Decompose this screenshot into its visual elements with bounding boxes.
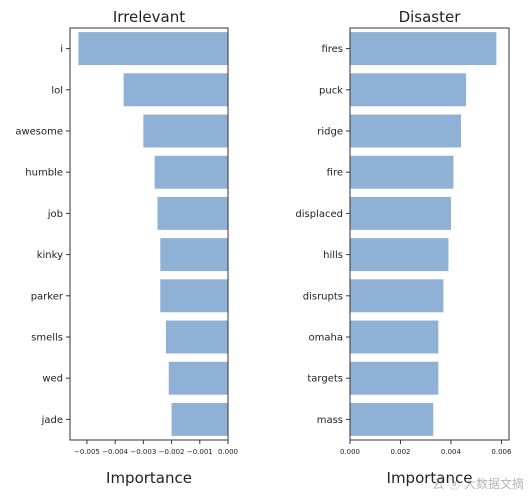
ytick-label: disrupts	[303, 291, 343, 302]
chart-title: Irrelevant	[113, 8, 185, 26]
bar-kinky	[160, 238, 228, 272]
bar-displaced	[350, 196, 451, 230]
bar-mass	[350, 402, 434, 436]
bar-i	[78, 32, 228, 66]
ytick-label: job	[47, 209, 63, 220]
bar-parker	[160, 279, 228, 313]
bar-ridge	[350, 114, 462, 148]
bar-jade	[171, 402, 228, 436]
bar-omaha	[350, 320, 439, 354]
ytick-label: awesome	[15, 127, 63, 138]
ytick-label: hills	[323, 250, 343, 261]
bar-awesome	[143, 114, 228, 148]
bar-fire	[350, 155, 454, 189]
chart-title: Disaster	[399, 8, 462, 26]
xtick-label: 0.000	[340, 448, 360, 456]
chart-panel-disaster: Disaster fires puck ridge fire displaced hills…	[295, 8, 512, 487]
ytick-label: parker	[31, 291, 64, 302]
bar-smells	[165, 320, 228, 354]
bar-puck	[350, 73, 467, 107]
ytick-label: omaha	[309, 333, 343, 344]
ytick-label: displaced	[295, 209, 343, 220]
bar-disrupts	[350, 279, 444, 313]
axes-frame	[349, 27, 510, 441]
xtick-label: 0.004	[441, 448, 462, 456]
ytick-label: fire	[327, 168, 343, 179]
ytick-label: targets	[307, 374, 343, 385]
ytick-label: puck	[319, 85, 343, 96]
ytick-label: lol	[51, 85, 63, 96]
ytick-label: mass	[317, 415, 343, 426]
ytick-label: smells	[31, 333, 63, 344]
ytick-label: i	[60, 44, 63, 55]
xtick-label: −0.003	[130, 448, 156, 456]
xtick-label: 0.000	[218, 448, 238, 456]
x-axis-label: Importance	[106, 469, 192, 487]
bar-wed	[168, 361, 228, 395]
xtick-label: −0.002	[159, 448, 185, 456]
xtick-label: −0.001	[187, 448, 213, 456]
ytick-label: fires	[321, 44, 343, 55]
xtick-label: 0.006	[491, 448, 512, 456]
xtick-label: −0.004	[102, 448, 128, 456]
ytick-label: humble	[25, 168, 63, 179]
chart-panel-irrelevant: Irrelevant i lol awesome humble job kinky parke…	[15, 8, 238, 487]
bar-humble	[154, 155, 228, 189]
bar-targets	[350, 361, 439, 395]
ytick-label: kinky	[37, 250, 63, 261]
ytick-label: wed	[42, 374, 63, 385]
ytick-label: jade	[41, 415, 63, 426]
xtick-label: 0.002	[390, 448, 410, 456]
bar-fires	[350, 32, 497, 66]
bar-job	[157, 196, 228, 230]
xtick-label: −0.005	[74, 448, 100, 456]
ytick-label: ridge	[317, 127, 343, 138]
axes-frame	[69, 27, 229, 441]
bar-hills	[350, 238, 449, 272]
x-axis-label: Importance	[387, 469, 473, 487]
bar-lol	[123, 73, 228, 107]
